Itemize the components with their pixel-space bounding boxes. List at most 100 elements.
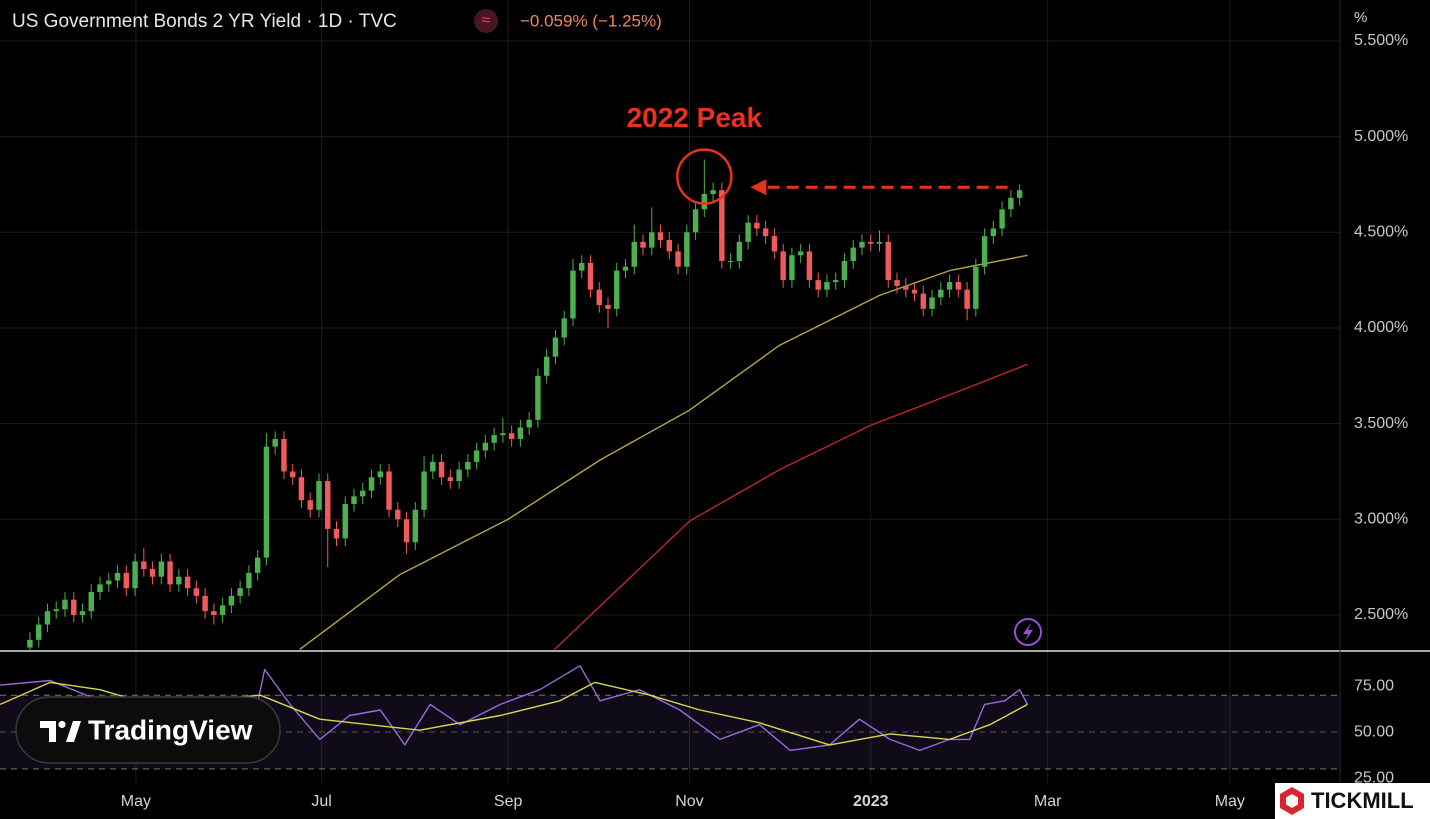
candle-body	[579, 262, 585, 271]
x-tick-label: Jul	[311, 793, 331, 810]
y-tick-label: 5.000%	[1354, 128, 1408, 145]
candle-body	[307, 500, 313, 510]
candle-body	[473, 450, 480, 462]
watermark-logo-slash	[66, 721, 81, 742]
candle-body	[981, 236, 988, 267]
candle-body	[412, 509, 419, 543]
candle-body	[605, 305, 611, 309]
alert-icon	[1014, 618, 1042, 646]
indicator-icon	[474, 9, 498, 33]
candle-body	[482, 442, 489, 451]
candle-body	[53, 609, 59, 612]
candle-body	[62, 599, 68, 610]
x-tick-label: Mar	[1034, 793, 1062, 810]
x-tick-label: Nov	[675, 793, 703, 810]
candle-body	[132, 561, 138, 589]
candle-body	[622, 266, 629, 271]
candle-body	[841, 260, 848, 281]
indicator-icon-glyph: ≈	[482, 12, 491, 29]
candle-body	[946, 282, 953, 290]
candle-body	[342, 504, 348, 539]
candle-body	[491, 435, 497, 443]
candle-body	[719, 190, 725, 261]
watermark: TradingView	[15, 696, 281, 764]
candle-body	[736, 241, 743, 261]
candle-body	[333, 528, 340, 539]
watermark-logo-dot	[58, 720, 66, 729]
candle-body	[929, 297, 935, 309]
candle-body	[771, 236, 778, 252]
candle-body	[71, 599, 77, 615]
y-tick-label: 4.000%	[1354, 319, 1408, 336]
candle-body	[298, 477, 305, 501]
candle-body	[219, 605, 226, 615]
candle-body	[211, 611, 217, 615]
price-change: −0.059% (−1.25%)	[520, 11, 662, 30]
candle-body	[237, 588, 243, 596]
candle-body	[351, 496, 357, 505]
candle-body	[999, 209, 1005, 229]
peak-circle	[676, 148, 733, 205]
watermark-logo	[40, 721, 56, 742]
candle-body	[920, 293, 927, 309]
rsi-tick-label: 25.00	[1354, 769, 1394, 786]
candle-body	[403, 519, 410, 543]
candle-body	[649, 232, 655, 248]
candle-body	[141, 561, 147, 570]
candle-body	[508, 433, 515, 439]
candle-body	[193, 588, 200, 596]
candle-body	[97, 584, 103, 593]
candle-body	[903, 285, 909, 290]
candle-body	[1016, 190, 1023, 198]
candle-body	[149, 569, 156, 577]
candle-body	[973, 266, 979, 309]
candle-body	[885, 241, 891, 281]
candle-body	[675, 251, 681, 267]
candle-body	[850, 247, 856, 261]
y-tick-label: 2.500%	[1354, 606, 1408, 623]
candle-body	[526, 419, 532, 428]
candle-body	[377, 471, 383, 478]
candle-body	[964, 289, 970, 309]
candle-body	[535, 375, 541, 420]
candle-body	[754, 222, 760, 229]
candle-body	[570, 270, 576, 319]
candle-body	[79, 611, 86, 615]
brand: TICKMILL	[1275, 783, 1430, 819]
y-unit: %	[1354, 9, 1367, 26]
candle-body	[254, 557, 261, 573]
candle-body	[745, 222, 751, 242]
rsi-tick-label: 50.00	[1354, 723, 1394, 740]
candle-body	[727, 260, 734, 262]
moving-average	[299, 254, 1028, 650]
candle-body	[368, 477, 375, 491]
candle-body	[289, 471, 296, 478]
candle-body	[1008, 197, 1014, 210]
watermark-text: TradingView	[88, 714, 253, 745]
candle-body	[88, 592, 94, 612]
brand-text: TICKMILL	[1311, 788, 1414, 813]
candle-body	[421, 471, 427, 510]
candle-body	[44, 611, 51, 625]
candle-body	[430, 461, 436, 472]
candle-body	[456, 469, 462, 482]
peak-arrow-head	[750, 179, 767, 196]
candle-body	[106, 580, 112, 585]
candle-body	[789, 255, 795, 281]
candle-body	[701, 194, 708, 210]
moving-average	[554, 363, 1028, 650]
candle-body	[552, 337, 559, 357]
candle-body	[868, 241, 874, 244]
candle-body	[955, 282, 962, 290]
candle-body	[894, 280, 900, 286]
price-pane	[27, 159, 1028, 650]
axes: May Jul Sep Nov 2023 Mar May 2.500% 3.000% 3.500%…	[121, 32, 1408, 810]
brand-logo-inner	[1286, 794, 1298, 808]
y-tick-label: 3.000%	[1354, 511, 1408, 528]
rsi-tick-label: 75.00	[1354, 677, 1394, 694]
y-tick-label: 5.500%	[1354, 32, 1408, 49]
candle-body	[27, 639, 33, 648]
candle-body	[938, 289, 944, 298]
candle-body	[832, 280, 839, 283]
